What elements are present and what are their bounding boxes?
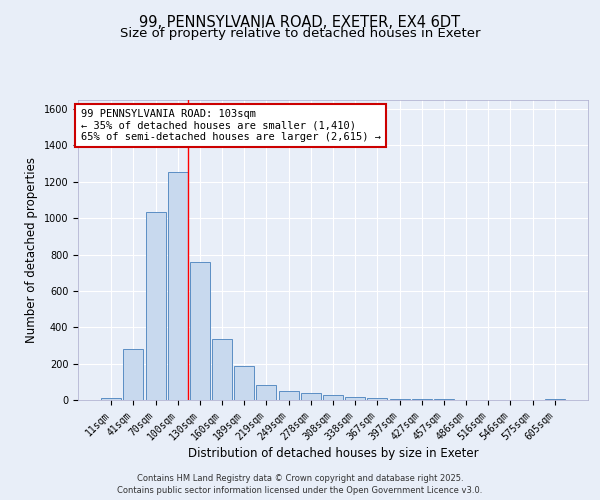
Bar bbox=[412, 398, 432, 400]
Bar bbox=[234, 366, 254, 400]
Bar bbox=[212, 339, 232, 400]
Bar bbox=[101, 398, 121, 400]
Bar bbox=[367, 398, 388, 400]
Bar bbox=[345, 398, 365, 400]
Bar bbox=[545, 399, 565, 400]
Text: Size of property relative to detached houses in Exeter: Size of property relative to detached ho… bbox=[120, 28, 480, 40]
Text: 99, PENNSYLVANIA ROAD, EXETER, EX4 6DT: 99, PENNSYLVANIA ROAD, EXETER, EX4 6DT bbox=[139, 15, 461, 30]
Bar bbox=[190, 262, 210, 400]
Bar bbox=[389, 399, 410, 400]
X-axis label: Distribution of detached houses by size in Exeter: Distribution of detached houses by size … bbox=[188, 448, 478, 460]
Text: 99 PENNSYLVANIA ROAD: 103sqm
← 35% of detached houses are smaller (1,410)
65% of: 99 PENNSYLVANIA ROAD: 103sqm ← 35% of de… bbox=[80, 109, 380, 142]
Bar bbox=[168, 172, 188, 400]
Bar bbox=[278, 391, 299, 400]
Bar bbox=[323, 396, 343, 400]
Bar bbox=[256, 386, 277, 400]
Bar bbox=[124, 349, 143, 400]
Bar bbox=[301, 393, 321, 400]
Bar bbox=[146, 212, 166, 400]
Text: Contains HM Land Registry data © Crown copyright and database right 2025.
Contai: Contains HM Land Registry data © Crown c… bbox=[118, 474, 482, 495]
Y-axis label: Number of detached properties: Number of detached properties bbox=[25, 157, 38, 343]
